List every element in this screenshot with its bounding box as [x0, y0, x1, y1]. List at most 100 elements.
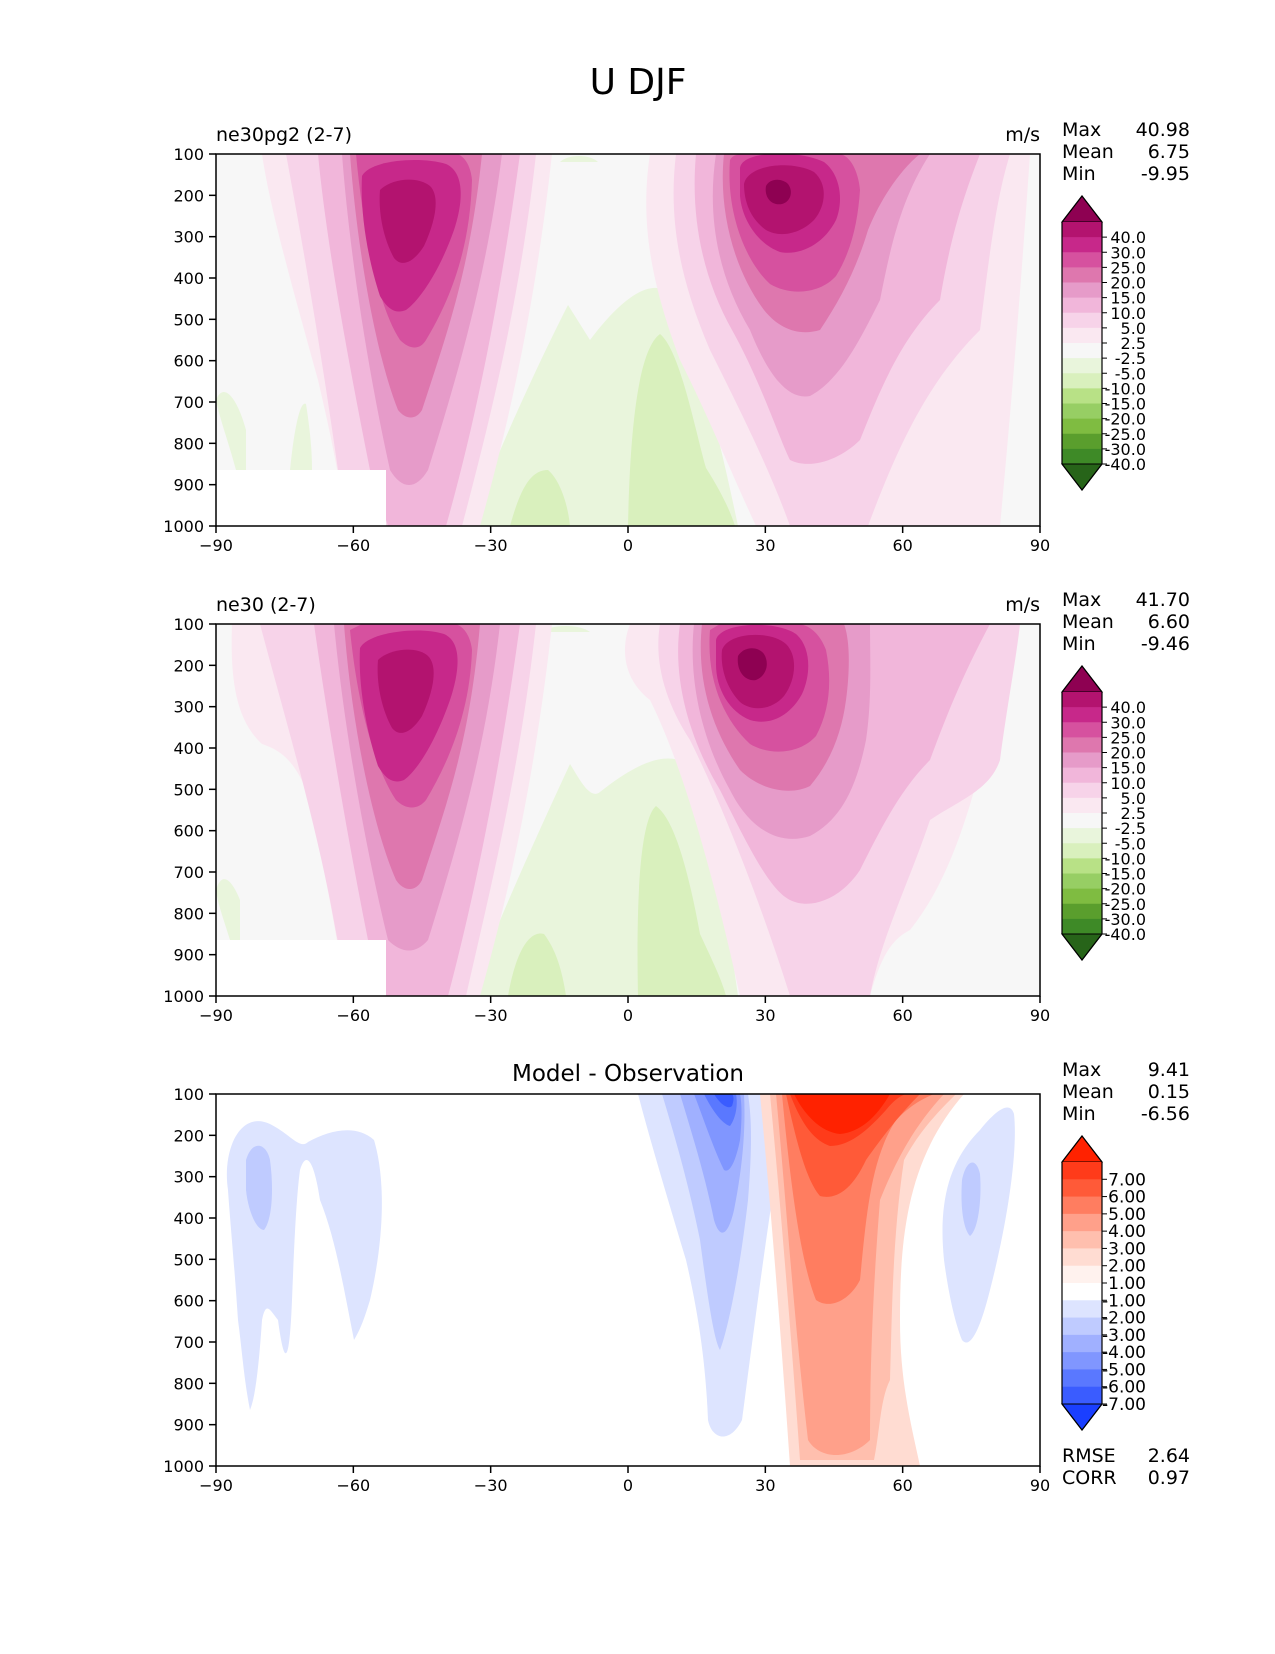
y-tick-label: 800	[173, 1374, 204, 1393]
diff-fill-sh-neg2	[246, 1145, 272, 1230]
stat-value: 9.41	[1148, 1059, 1190, 1081]
colorbar-label: -5.00	[1102, 1360, 1146, 1380]
diff-fill-far-nh-neg1	[942, 1107, 1015, 1343]
colorbar-label: 10.0	[1110, 774, 1146, 793]
x-tick-label: 30	[755, 1006, 775, 1025]
x-tick-label: 0	[623, 1006, 633, 1025]
colorbar-swatch	[1062, 797, 1102, 814]
x-tick-label: −30	[474, 1006, 508, 1025]
colorbar-swatch	[1062, 312, 1102, 329]
panel-mid-colorbar: 40.030.025.020.015.010.05.02.5-2.5-5.0-1…	[1060, 665, 1146, 961]
colorbar-label: -20.0	[1105, 880, 1146, 899]
colorbar-swatch	[1062, 1213, 1102, 1232]
x-tick-label: 30	[755, 1476, 775, 1495]
colorbar-label: -40.0	[1105, 925, 1146, 944]
colorbar-swatch	[1062, 403, 1102, 420]
y-tick-label: 1000	[163, 987, 204, 1006]
colorbar-swatch	[1062, 1317, 1102, 1336]
mid-fill-nj-40	[737, 648, 767, 681]
panel-top-axes: −90 −60 −30 0 30 60 90 100 200 300 400 500 600 700 800…	[163, 145, 1050, 555]
colorbar-extend-max	[1060, 1135, 1104, 1163]
y-tick-label: 300	[173, 228, 204, 247]
y-tick-label: 700	[173, 393, 204, 412]
x-tick-label: −90	[199, 1006, 233, 1025]
y-tick-label: 500	[173, 780, 204, 799]
top-fill-lt-5b	[628, 334, 735, 526]
y-tick-label: 300	[173, 1168, 204, 1187]
colorbar-swatch	[1062, 828, 1102, 844]
colorbar-label: -4.00	[1102, 1343, 1146, 1363]
y-tick-label: 700	[173, 1333, 204, 1352]
panel-mid-units: m/s	[1005, 594, 1040, 616]
stat-value: -6.56	[1141, 1103, 1190, 1125]
top-fill-sl-land	[560, 156, 598, 162]
colorbar-label: 30.0	[1110, 243, 1146, 262]
stat-label: Min	[1062, 1103, 1096, 1125]
stat-label: Max	[1062, 589, 1101, 611]
colorbar-swatch	[1062, 873, 1102, 890]
colorbar-swatch	[1062, 1265, 1102, 1284]
colorbar-label: 5.0	[1121, 789, 1146, 808]
diff-fill-far-nh-neg2	[961, 1162, 981, 1236]
colorbar-label: -40.0	[1105, 455, 1146, 474]
mid-fill-lt-5b	[637, 806, 726, 996]
colorbar-swatch	[1062, 388, 1102, 404]
panel-top-stats: Max 40.98 Mean 6.75 Min -9.95	[1062, 119, 1190, 185]
panel-top-contours	[216, 154, 1040, 526]
y-tick-label: 400	[173, 739, 204, 758]
colorbar-label: 40.0	[1110, 698, 1146, 717]
metric-value: 2.64	[1148, 1445, 1190, 1467]
top-fill-lt-5	[510, 470, 570, 526]
stat-label: Mean	[1062, 611, 1114, 633]
colorbar-swatch	[1062, 813, 1102, 829]
panel-diff-colorbar: 7.006.005.004.003.002.001.00-1.00-2.00-3…	[1060, 1135, 1146, 1431]
y-tick-label: 800	[173, 904, 204, 923]
colorbar-label: 15.0	[1110, 289, 1146, 308]
colorbar-label: -20.0	[1105, 410, 1146, 429]
stat-label: Min	[1062, 633, 1096, 655]
stat-value: -9.46	[1141, 633, 1190, 655]
colorbar-label: -30.0	[1105, 910, 1146, 929]
stat-label: Mean	[1062, 141, 1114, 163]
colorbar-extend-min	[1060, 463, 1104, 491]
panel-mid: ne30 (2-7) m/s	[163, 589, 1190, 1025]
colorbar-label: 20.0	[1110, 274, 1146, 293]
stat-label: Max	[1062, 1059, 1101, 1081]
x-tick-label: −60	[336, 1006, 370, 1025]
colorbar-swatch	[1062, 737, 1102, 753]
colorbar-swatch	[1062, 327, 1102, 344]
y-tick-label: 500	[173, 310, 204, 329]
top-fill-ne60	[290, 403, 312, 470]
colorbar-label: -2.5	[1115, 819, 1146, 838]
y-tick-label: 900	[173, 946, 204, 965]
colorbar-swatch	[1062, 858, 1102, 874]
panel-top: ne30pg2 (2-7) m/s	[163, 119, 1190, 555]
diff-fill-nh-neg6	[714, 1094, 734, 1108]
colorbar-swatch	[1062, 222, 1102, 238]
x-tick-label: 90	[1030, 1006, 1050, 1025]
colorbar-swatch	[1062, 252, 1102, 268]
colorbar-swatch	[1062, 1162, 1102, 1180]
metric-label: CORR	[1062, 1467, 1117, 1489]
y-tick-label: 200	[173, 1126, 204, 1145]
mid-fill-ne90	[216, 879, 240, 940]
colorbar-label: -7.00	[1102, 1395, 1146, 1415]
x-tick-label: −30	[474, 1476, 508, 1495]
colorbar-label: 5.0	[1121, 319, 1146, 338]
y-tick-label: 600	[173, 352, 204, 371]
colorbar-label: 5.00	[1108, 1205, 1146, 1225]
stat-value: 41.70	[1136, 589, 1190, 611]
colorbar-swatch	[1062, 692, 1102, 708]
top-fill-sj-35	[379, 179, 436, 263]
colorbar-label: 2.00	[1108, 1257, 1146, 1277]
x-tick-label: 90	[1030, 1476, 1050, 1495]
colorbar-swatch	[1062, 358, 1102, 374]
x-tick-label: −60	[336, 1476, 370, 1495]
colorbar-swatch	[1062, 903, 1102, 920]
x-tick-label: 0	[623, 536, 633, 555]
stat-value: -9.95	[1141, 163, 1190, 185]
colorbar-swatch	[1062, 1352, 1102, 1370]
colorbar-swatch	[1062, 237, 1102, 253]
colorbar-label: 25.0	[1110, 728, 1146, 747]
colorbar-label: 20.0	[1110, 744, 1146, 763]
